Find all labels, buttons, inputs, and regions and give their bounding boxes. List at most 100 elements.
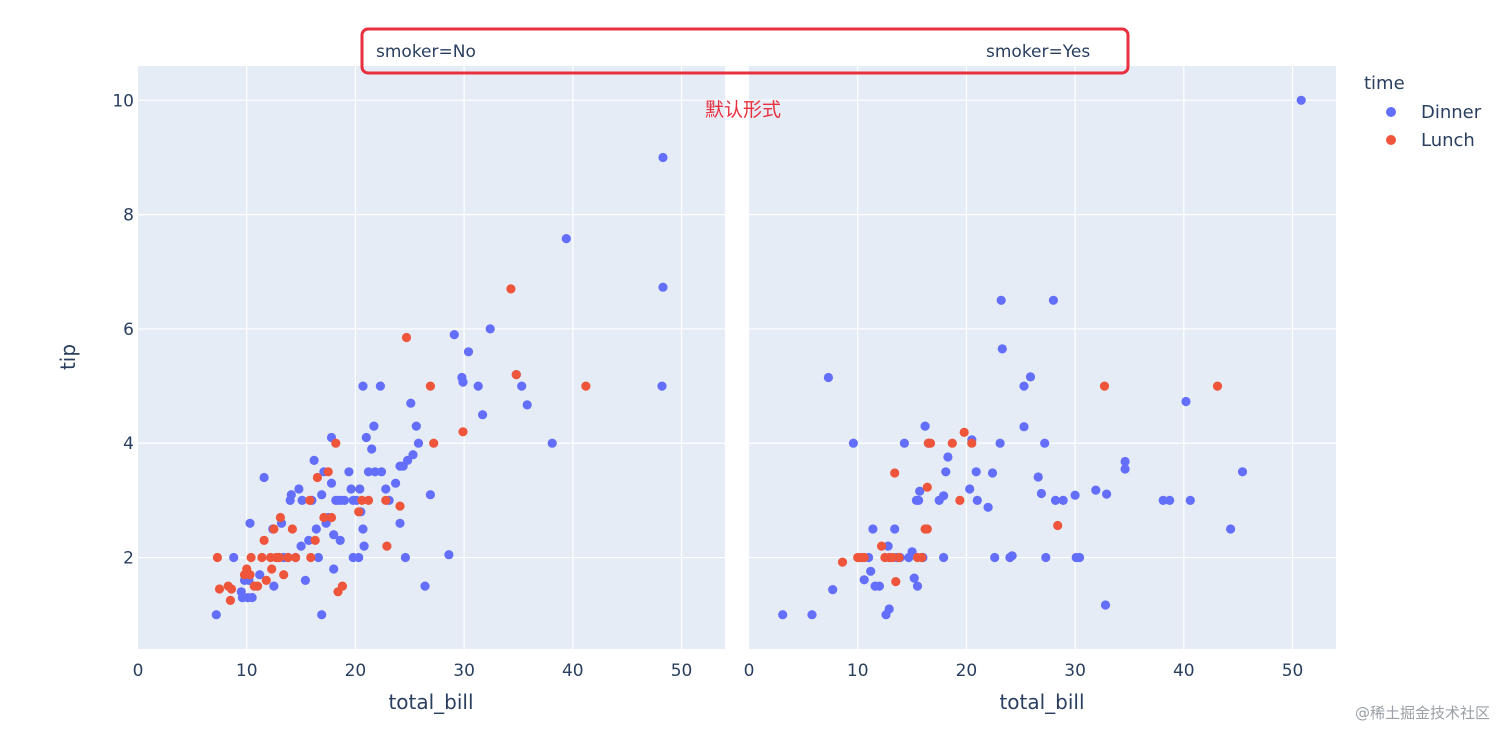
scatter-point-lunch[interactable] xyxy=(267,564,277,574)
scatter-point-lunch[interactable] xyxy=(917,552,927,563)
scatter-point-dinner[interactable] xyxy=(420,581,430,591)
scatter-point-dinner[interactable] xyxy=(972,495,982,505)
scatter-point-lunch[interactable] xyxy=(859,552,869,563)
scatter-point-dinner[interactable] xyxy=(1019,381,1029,391)
scatter-point-dinner[interactable] xyxy=(408,450,418,460)
scatter-point-dinner[interactable] xyxy=(485,324,495,334)
scatter-point-dinner[interactable] xyxy=(478,410,488,420)
scatter-point-lunch[interactable] xyxy=(382,541,392,551)
scatter-point-dinner[interactable] xyxy=(403,455,413,465)
scatter-point-dinner[interactable] xyxy=(1058,495,1068,505)
scatter-point-dinner[interactable] xyxy=(346,484,356,494)
scatter-point-dinner[interactable] xyxy=(354,552,364,563)
scatter-point-dinner[interactable] xyxy=(355,484,365,494)
scatter-point-lunch[interactable] xyxy=(253,581,263,591)
scatter-point-lunch[interactable] xyxy=(395,501,405,511)
scatter-point-dinner[interactable] xyxy=(547,438,557,448)
scatter-point-dinner[interactable] xyxy=(1296,95,1306,105)
scatter-point-lunch[interactable] xyxy=(511,370,521,380)
scatter-point-lunch[interactable] xyxy=(429,438,439,448)
scatter-point-dinner[interactable] xyxy=(890,524,900,534)
scatter-point-dinner[interactable] xyxy=(658,282,668,292)
scatter-point-lunch[interactable] xyxy=(894,552,904,563)
scatter-point-dinner[interactable] xyxy=(658,152,668,163)
scatter-point-lunch[interactable] xyxy=(354,507,364,517)
scatter-point-dinner[interactable] xyxy=(987,468,998,478)
scatter-point-dinner[interactable] xyxy=(1181,396,1191,407)
scatter-point-dinner[interactable] xyxy=(363,467,374,477)
scatter-point-dinner[interactable] xyxy=(473,381,483,391)
scatter-point-dinner[interactable] xyxy=(395,518,405,528)
scatter-point-dinner[interactable] xyxy=(517,381,527,391)
scatter-point-lunch[interactable] xyxy=(225,595,235,606)
scatter-point-dinner[interactable] xyxy=(1091,485,1101,495)
scatter-point-dinner[interactable] xyxy=(778,610,788,620)
scatter-point-lunch[interactable] xyxy=(401,332,412,343)
scatter-point-lunch[interactable] xyxy=(312,472,322,483)
scatter-point-dinner[interactable] xyxy=(245,518,255,528)
scatter-point-lunch[interactable] xyxy=(581,381,591,391)
scatter-point-dinner[interactable] xyxy=(990,552,1000,563)
scatter-point-dinner[interactable] xyxy=(300,575,310,586)
scatter-point-lunch[interactable] xyxy=(877,541,887,551)
scatter-point-dinner[interactable] xyxy=(983,502,993,512)
scatter-point-dinner[interactable] xyxy=(463,347,474,357)
scatter-point-dinner[interactable] xyxy=(1041,552,1051,563)
scatter-point-dinner[interactable] xyxy=(912,581,923,591)
scatter-point-dinner[interactable] xyxy=(1040,438,1050,448)
scatter-point-dinner[interactable] xyxy=(458,377,468,387)
scatter-point-dinner[interactable] xyxy=(313,552,323,563)
scatter-point-lunch[interactable] xyxy=(310,535,320,546)
scatter-point-dinner[interactable] xyxy=(939,552,949,563)
scatter-point-lunch[interactable] xyxy=(226,584,237,594)
scatter-point-dinner[interactable] xyxy=(1226,524,1236,534)
scatter-point-dinner[interactable] xyxy=(1070,490,1080,500)
scatter-point-dinner[interactable] xyxy=(807,610,817,620)
scatter-point-dinner[interactable] xyxy=(400,552,410,563)
scatter-point-dinner[interactable] xyxy=(561,234,571,244)
scatter-point-lunch[interactable] xyxy=(357,495,367,505)
scatter-point-dinner[interactable] xyxy=(344,467,354,477)
scatter-point-lunch[interactable] xyxy=(922,482,932,492)
scatter-point-lunch[interactable] xyxy=(287,524,297,534)
scatter-point-lunch[interactable] xyxy=(323,467,333,477)
scatter-point-dinner[interactable] xyxy=(296,541,306,551)
scatter-point-lunch[interactable] xyxy=(425,381,435,391)
scatter-point-lunch[interactable] xyxy=(257,552,267,563)
scatter-point-lunch[interactable] xyxy=(922,524,932,534)
legend-item-dinner[interactable]: Dinner xyxy=(1386,102,1482,123)
scatter-point-dinner[interactable] xyxy=(297,495,307,505)
scatter-point-lunch[interactable] xyxy=(363,495,374,505)
scatter-point-dinner[interactable] xyxy=(522,400,532,410)
scatter-point-dinner[interactable] xyxy=(939,491,949,501)
scatter-point-lunch[interactable] xyxy=(274,552,284,563)
scatter-point-dinner[interactable] xyxy=(369,421,379,431)
scatter-point-dinner[interactable] xyxy=(211,610,221,620)
scatter-point-lunch[interactable] xyxy=(331,438,341,448)
scatter-point-dinner[interactable] xyxy=(1185,495,1195,505)
scatter-point-dinner[interactable] xyxy=(286,490,296,500)
scatter-point-lunch[interactable] xyxy=(245,570,255,580)
scatter-point-dinner[interactable] xyxy=(1033,472,1043,482)
scatter-point-lunch[interactable] xyxy=(337,581,347,591)
scatter-point-dinner[interactable] xyxy=(996,295,1006,305)
scatter-point-dinner[interactable] xyxy=(941,467,951,477)
scatter-point-dinner[interactable] xyxy=(909,573,919,583)
scatter-point-dinner[interactable] xyxy=(317,610,327,620)
scatter-point-lunch[interactable] xyxy=(1099,381,1110,391)
scatter-point-lunch[interactable] xyxy=(305,495,315,505)
scatter-point-lunch[interactable] xyxy=(214,584,225,594)
scatter-point-lunch[interactable] xyxy=(458,427,468,437)
scatter-point-dinner[interactable] xyxy=(657,381,667,391)
scatter-point-dinner[interactable] xyxy=(335,535,345,546)
scatter-point-dinner[interactable] xyxy=(304,535,314,546)
scatter-point-dinner[interactable] xyxy=(1237,467,1248,477)
scatter-point-dinner[interactable] xyxy=(1007,551,1017,561)
scatter-point-dinner[interactable] xyxy=(1036,488,1046,499)
scatter-point-lunch[interactable] xyxy=(506,284,516,294)
scatter-point-dinner[interactable] xyxy=(943,452,953,462)
scatter-point-dinner[interactable] xyxy=(311,524,321,534)
scatter-point-dinner[interactable] xyxy=(1165,495,1175,505)
scatter-point-dinner[interactable] xyxy=(425,490,435,500)
scatter-point-dinner[interactable] xyxy=(339,495,350,505)
